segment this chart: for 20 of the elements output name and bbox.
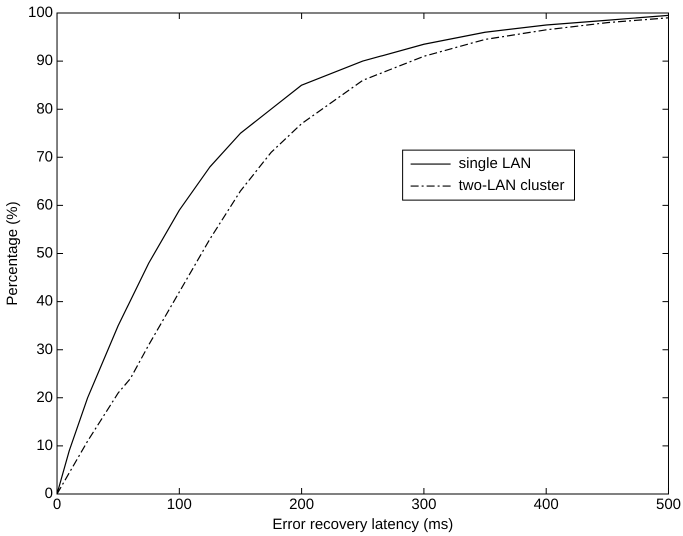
y-axis-title: Percentage (%) [4,201,22,306]
y-tick-label: 80 [36,100,54,118]
y-tick-label: 20 [36,388,54,406]
y-tick-label: 70 [36,148,54,166]
x-tick-label: 300 [411,496,436,514]
x-tick-label: 200 [289,496,314,514]
x-tick-label: 400 [534,496,559,514]
y-tick-label: 10 [36,437,54,454]
y-tick-label: 40 [36,292,54,310]
x-axis-title: Error recovery latency (ms) [272,516,454,534]
y-tick-label: 60 [36,196,54,214]
x-tick-label: 500 [656,496,681,514]
legend-label: two-LAN cluster [458,177,564,194]
y-tick-label: 100 [28,4,54,22]
legend-label: single LAN [458,155,532,172]
y-tick-label: 90 [36,52,54,70]
y-tick-label: 50 [36,244,54,262]
y-tick-label: 0 [44,485,54,502]
x-tick-label: 100 [166,496,192,514]
y-tick-label: 30 [36,340,54,358]
